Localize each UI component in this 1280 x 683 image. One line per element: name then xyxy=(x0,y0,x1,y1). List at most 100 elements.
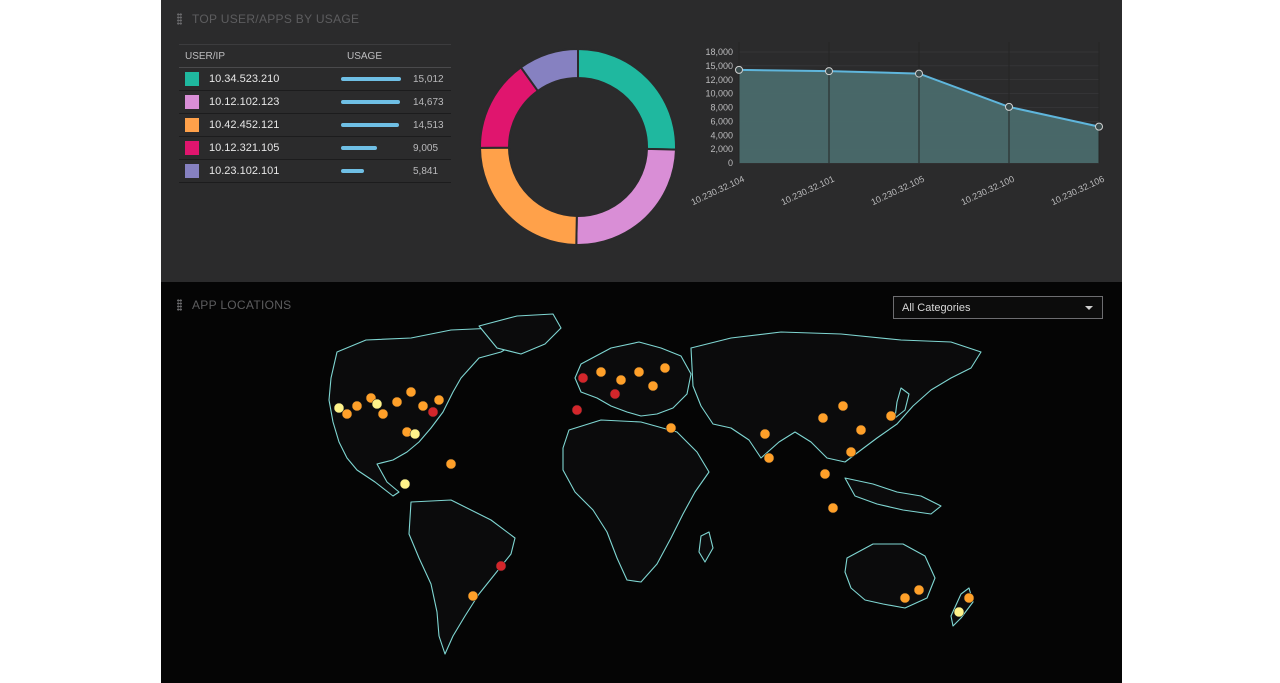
location-marker[interactable] xyxy=(633,366,645,378)
usage-bar-track xyxy=(341,146,405,150)
table-row[interactable]: 10.12.102.123 14,673 xyxy=(179,91,451,114)
landmass-south-america xyxy=(408,499,516,655)
usage-table: USER/IP USAGE 10.34.523.210 15,012 10.12.1… xyxy=(179,44,451,183)
row-ip: 10.42.452.121 xyxy=(209,119,280,131)
usage-bar xyxy=(341,123,399,127)
y-tick-label: 15,000 xyxy=(705,61,733,71)
location-marker[interactable] xyxy=(467,590,479,602)
category-select[interactable]: All Categories xyxy=(893,296,1103,319)
location-marker[interactable] xyxy=(963,592,975,604)
chevron-down-icon xyxy=(1085,306,1093,310)
location-marker[interactable] xyxy=(391,396,403,408)
drag-handle-icon[interactable] xyxy=(177,13,182,25)
location-marker[interactable] xyxy=(837,400,849,412)
usage-table-body: 10.34.523.210 15,012 10.12.102.123 14,673 10… xyxy=(179,68,451,183)
location-marker[interactable] xyxy=(845,446,857,458)
usage-panel-title-text: TOP USER/APPS BY USAGE xyxy=(192,12,360,26)
table-row[interactable]: 10.23.102.101 5,841 xyxy=(179,160,451,183)
dashboard: TOP USER/APPS BY USAGE USER/IP USAGE 10.… xyxy=(161,0,1122,683)
location-marker[interactable] xyxy=(405,386,417,398)
location-marker[interactable] xyxy=(817,412,829,424)
usage-area-chart: 0 2,000 4,000 6,000 8,000 10,000 12,000 15,000 1… xyxy=(689,42,1106,207)
legend-swatch xyxy=(185,164,199,178)
location-marker[interactable] xyxy=(577,372,589,384)
location-marker[interactable] xyxy=(433,394,445,406)
location-marker[interactable] xyxy=(341,408,353,420)
donut-slice[interactable] xyxy=(577,47,677,151)
location-marker[interactable] xyxy=(417,400,429,412)
world-map[interactable] xyxy=(161,282,1122,683)
landmass-australia xyxy=(844,543,936,609)
data-point[interactable] xyxy=(915,69,923,78)
location-marker[interactable] xyxy=(819,468,831,480)
y-tick-label: 10,000 xyxy=(705,89,733,99)
table-row[interactable]: 10.34.523.210 15,012 xyxy=(179,68,451,91)
location-marker[interactable] xyxy=(763,452,775,464)
location-marker[interactable] xyxy=(615,374,627,386)
app-locations-panel: APP LOCATIONS All Categories xyxy=(161,282,1122,683)
location-marker[interactable] xyxy=(351,400,363,412)
donut-slice[interactable] xyxy=(478,146,578,247)
usage-bar xyxy=(341,169,365,173)
usage-table-header: USER/IP USAGE xyxy=(179,44,451,68)
location-marker[interactable] xyxy=(759,428,771,440)
location-marker[interactable] xyxy=(659,362,671,374)
data-point[interactable] xyxy=(825,67,833,76)
location-marker[interactable] xyxy=(647,380,659,392)
table-row[interactable]: 10.12.321.105 9,005 xyxy=(179,137,451,160)
y-tick-label: 2,000 xyxy=(710,144,733,154)
data-point[interactable] xyxy=(735,65,743,74)
category-select-value: All Categories xyxy=(902,301,971,314)
data-point[interactable] xyxy=(1095,122,1103,131)
y-tick-label: 8,000 xyxy=(710,103,733,113)
row-usage-value: 15,012 xyxy=(413,73,444,85)
location-marker[interactable] xyxy=(899,592,911,604)
location-marker[interactable] xyxy=(495,560,507,572)
data-point[interactable] xyxy=(1005,102,1013,111)
location-marker[interactable] xyxy=(609,388,621,400)
x-tick-label: 10.230.32.106 xyxy=(1049,174,1105,207)
location-marker[interactable] xyxy=(445,458,457,470)
row-usage-value: 14,673 xyxy=(413,96,444,108)
table-row[interactable]: 10.42.452.121 14,513 xyxy=(179,114,451,137)
usage-donut-chart xyxy=(478,47,677,247)
landmass-europe xyxy=(574,341,692,417)
usage-bar-track xyxy=(341,123,405,127)
row-usage-value: 9,005 xyxy=(413,142,439,154)
location-marker[interactable] xyxy=(399,478,411,490)
location-marker[interactable] xyxy=(595,366,607,378)
landmass-madagascar xyxy=(698,531,714,563)
donut-slice[interactable] xyxy=(519,47,579,93)
row-ip: 10.12.102.123 xyxy=(209,96,280,108)
column-header-user[interactable]: USER/IP xyxy=(185,50,226,62)
y-tick-label: 0 xyxy=(728,158,733,168)
y-tick-label: 18,000 xyxy=(705,47,733,57)
location-marker[interactable] xyxy=(427,406,439,418)
location-marker[interactable] xyxy=(953,606,965,618)
usage-bar-track xyxy=(341,77,405,81)
legend-swatch xyxy=(185,95,199,109)
location-marker[interactable] xyxy=(885,410,897,422)
y-tick-label: 4,000 xyxy=(710,130,733,140)
landmass-north-america xyxy=(328,327,522,497)
drag-handle-icon[interactable] xyxy=(177,299,182,311)
usage-panel: TOP USER/APPS BY USAGE USER/IP USAGE 10.… xyxy=(161,0,1122,282)
location-marker[interactable] xyxy=(371,398,383,410)
usage-bar-track xyxy=(341,169,405,173)
location-marker[interactable] xyxy=(913,584,925,596)
column-header-usage[interactable]: USAGE xyxy=(347,50,383,62)
location-marker[interactable] xyxy=(827,502,839,514)
location-marker[interactable] xyxy=(333,402,345,414)
landmass-southeast-asia xyxy=(844,477,942,515)
location-marker[interactable] xyxy=(665,422,677,434)
location-marker[interactable] xyxy=(855,424,867,436)
legend-swatch xyxy=(185,141,199,155)
landmass-africa xyxy=(562,419,710,583)
usage-bar xyxy=(341,146,377,150)
location-marker[interactable] xyxy=(377,408,389,420)
location-marker[interactable] xyxy=(571,404,583,416)
donut-slice[interactable] xyxy=(575,147,677,246)
location-marker[interactable] xyxy=(409,428,421,440)
row-ip: 10.12.321.105 xyxy=(209,142,280,154)
landmass-japan xyxy=(894,387,910,419)
